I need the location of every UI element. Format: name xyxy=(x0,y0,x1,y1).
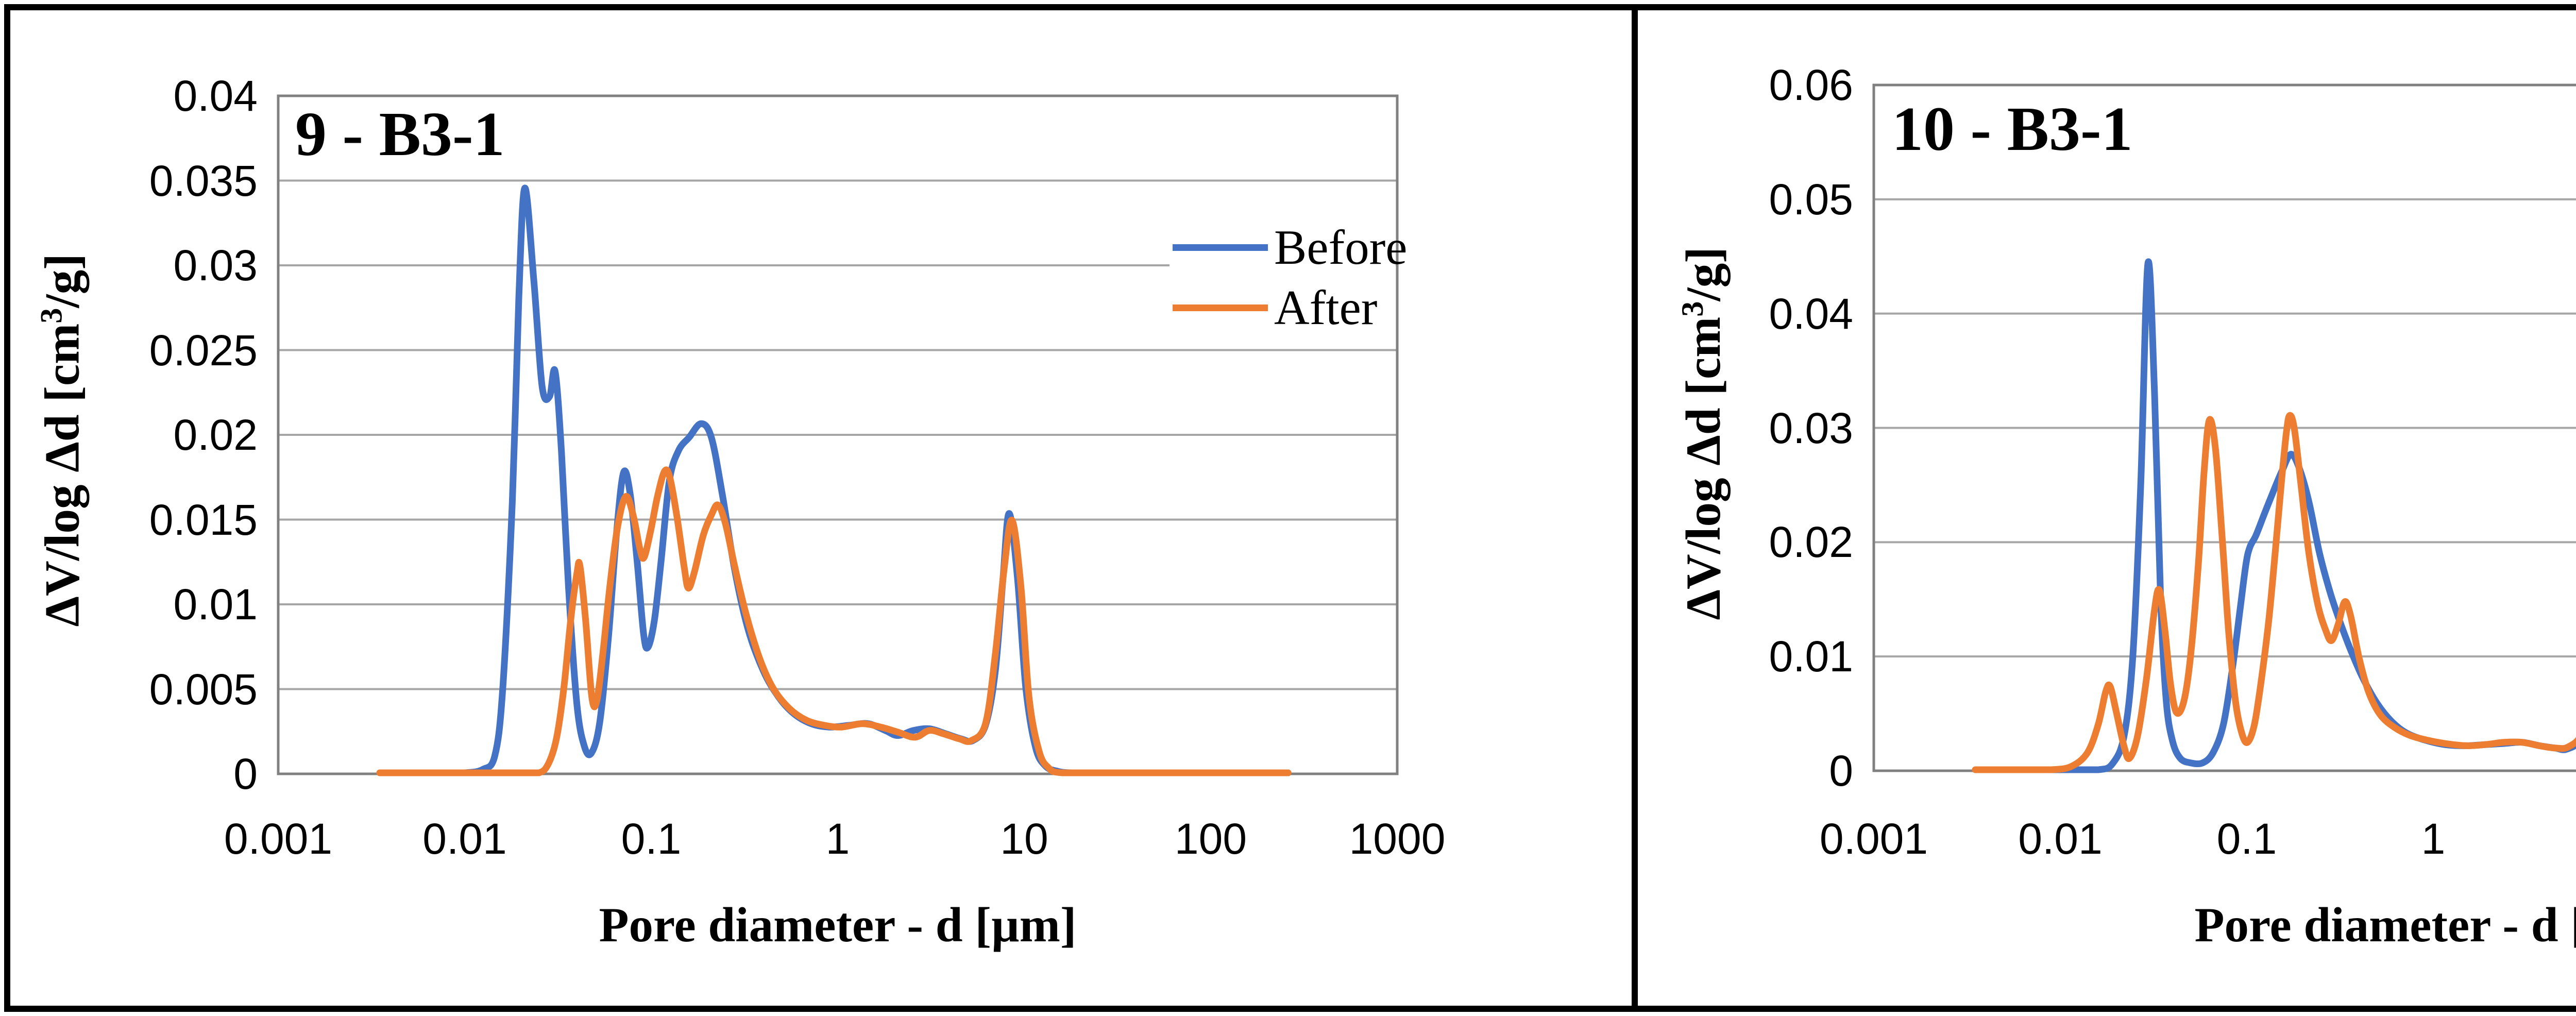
legend-entry-before: Before xyxy=(1173,216,1407,278)
plot-border xyxy=(1872,83,2576,772)
chart-title: 9 - B3-1 xyxy=(295,99,505,169)
y-tick-label: 0.01 xyxy=(173,580,258,629)
y-tick-label: 0.03 xyxy=(1769,403,1854,452)
y-tick-label: 0.01 xyxy=(1769,632,1854,681)
y-tick-label: 0.03 xyxy=(173,241,258,290)
y-tick-label: 0.015 xyxy=(149,495,258,544)
after-line-swatch xyxy=(1173,304,1268,311)
legend-entry-after: After xyxy=(1173,277,1395,338)
y-tick-label: 0.02 xyxy=(1769,518,1854,567)
x-tick-label: 1 xyxy=(2421,815,2446,863)
y-tick-label: 0.06 xyxy=(1769,61,1854,109)
y-tick-label: 0.05 xyxy=(1769,175,1854,224)
x-tick-label: 0.001 xyxy=(224,815,333,863)
x-tick-label: 10 xyxy=(1000,815,1048,863)
panel-divider xyxy=(1632,4,1638,1012)
y-tick-label: 0.02 xyxy=(173,411,258,459)
y-tick-label: 0 xyxy=(1829,747,1853,795)
x-tick-label: 100 xyxy=(1174,815,1247,863)
x-axis-title: Pore diameter - d [µm] xyxy=(2194,898,2576,952)
x-tick-label: 1 xyxy=(825,815,850,863)
x-tick-label: 10 xyxy=(2512,813,2576,865)
y-tick-label: 0.005 xyxy=(149,665,258,714)
chart-title: 10 - B3-1 xyxy=(1892,94,2133,164)
y-tick-label: 0.025 xyxy=(149,326,258,375)
figure-frame xyxy=(4,4,2576,1012)
y-tick-label: 0 xyxy=(233,750,258,798)
y-tick-label: 0.04 xyxy=(173,72,258,120)
x-tick-label: 0.01 xyxy=(422,815,507,863)
x-tick-label: 0.001 xyxy=(1819,815,1928,863)
legend: Before After xyxy=(1170,210,1407,348)
x-tick-label: 1000 xyxy=(1349,815,1446,863)
plot-border xyxy=(277,94,1399,775)
legend-label: Before xyxy=(1274,220,1408,275)
legend-label: After xyxy=(1274,280,1378,335)
before-line-swatch xyxy=(1173,244,1268,251)
y-tick-label: 0.035 xyxy=(149,156,258,205)
series-after xyxy=(1972,412,2576,773)
x-axis-title: Pore diameter - d [µm] xyxy=(599,898,1077,952)
series-before xyxy=(387,184,1292,776)
x-tick-label: 0.01 xyxy=(2018,815,2103,863)
y-tick-label: 0.04 xyxy=(1769,289,1854,338)
x-tick-label: 0.1 xyxy=(2216,815,2277,863)
series-after xyxy=(376,466,1292,776)
x-tick-label: 0.1 xyxy=(621,815,682,863)
